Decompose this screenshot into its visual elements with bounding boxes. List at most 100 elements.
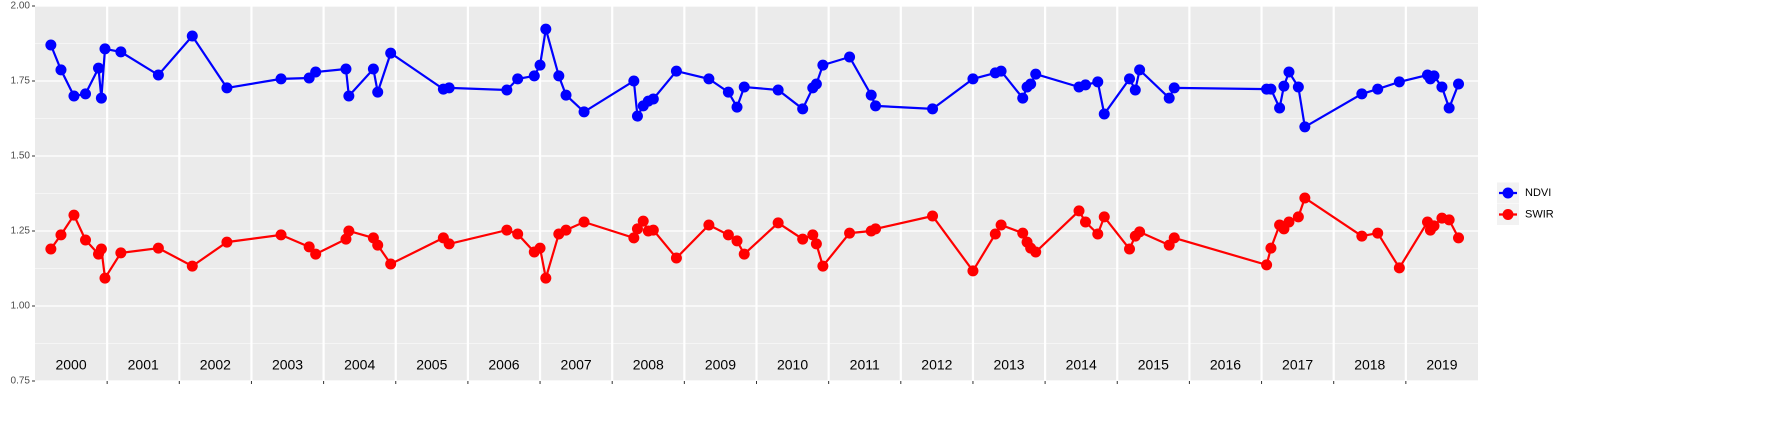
data-point [1134,226,1146,238]
data-point [80,234,92,246]
data-point [772,217,784,229]
data-point [152,69,164,81]
data-point [967,73,979,85]
data-point [927,103,939,115]
data-point [995,219,1007,231]
data-point [1283,66,1295,78]
data-point [1372,83,1384,95]
data-point [1274,102,1286,114]
data-point [115,46,127,58]
data-point [1017,227,1029,239]
data-point [797,233,809,245]
data-point [367,63,379,75]
legend-point [1502,209,1514,220]
year-label: 2004 [344,357,375,373]
data-point [670,252,682,264]
data-point [1163,92,1175,104]
data-point [647,93,659,105]
data-point [995,65,1007,77]
data-point [99,43,111,55]
data-point [221,82,233,94]
data-point [343,90,355,102]
data-point [1129,84,1141,96]
year-label: 2012 [921,357,952,373]
year-label: 2014 [1066,357,1097,373]
data-point [1030,68,1042,80]
y-tick-label: 1.00 [11,301,31,312]
data-point [275,73,287,85]
data-point [578,106,590,118]
data-point [115,247,127,259]
data-point [68,90,80,102]
data-point [1134,64,1146,76]
y-tick-label: 1.75 [11,76,31,87]
data-point [310,66,322,78]
data-point [807,229,819,241]
data-point [512,73,524,85]
y-tick-label: 1.50 [11,151,31,162]
data-point [1017,92,1029,104]
data-point [1299,121,1311,133]
data-point [1443,102,1455,114]
data-point [722,229,734,241]
data-point [631,223,643,235]
data-point [45,243,57,255]
data-point [703,73,715,85]
data-point [1393,76,1405,88]
data-point [343,225,355,237]
data-point [1080,79,1092,91]
data-point [55,229,67,241]
year-label: 2013 [993,357,1024,373]
data-point [553,70,565,82]
year-label: 2019 [1426,357,1457,373]
y-tick-label: 1.25 [11,226,31,237]
data-point [637,215,649,227]
data-point [92,62,104,74]
data-point [303,241,315,253]
data-point [1080,216,1092,228]
data-point [1356,230,1368,242]
data-point [186,260,198,272]
data-point [1124,243,1136,255]
data-point [628,75,640,87]
data-point [722,86,734,98]
data-point [1030,246,1042,258]
data-point [501,84,513,96]
data-point [534,242,546,254]
data-point [810,238,822,250]
data-point [738,248,750,260]
data-point [540,23,552,35]
year-label: 2001 [128,357,159,373]
data-point [670,65,682,77]
data-point [385,47,397,59]
year-label: 2011 [850,357,880,373]
data-point [1265,242,1277,254]
data-point [703,219,715,231]
data-point [560,89,572,101]
data-point [99,272,111,284]
legend-point [1502,187,1514,199]
year-label: 2005 [416,357,447,373]
data-point [68,209,80,221]
data-point [772,84,784,96]
data-point [738,81,750,93]
data-point [55,64,67,76]
data-point [534,59,546,71]
y-tick-label: 2.00 [11,1,31,12]
data-point [1168,232,1180,244]
data-point [578,216,590,228]
data-point [731,235,743,247]
data-point [1124,73,1136,85]
data-point [1453,232,1465,244]
data-point [1098,211,1110,223]
data-point [1443,214,1455,226]
data-point [1283,216,1295,228]
data-point [817,59,829,71]
legend-label: NDVI [1525,187,1551,199]
data-point [1168,82,1180,94]
data-point [1092,76,1104,88]
data-point [501,224,513,236]
data-point [95,92,107,104]
data-point [967,265,979,277]
